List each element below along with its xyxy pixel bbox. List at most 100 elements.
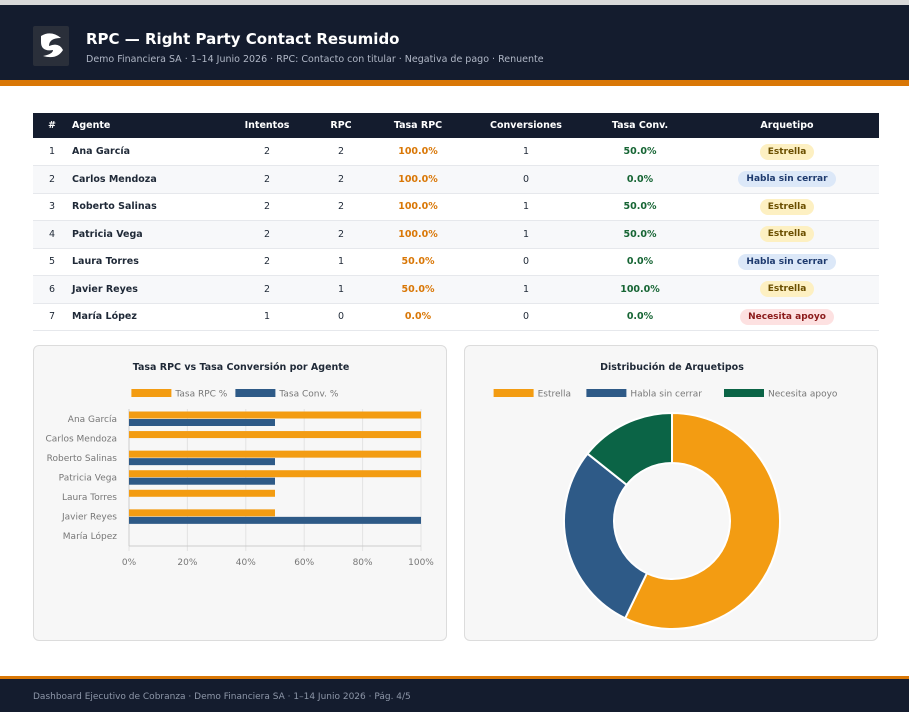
- column-header: Tasa RPC: [369, 113, 467, 138]
- table-cell: 2: [33, 165, 71, 194]
- table-cell: 2: [221, 193, 313, 221]
- column-header: Intentos: [221, 113, 313, 138]
- bar: [129, 470, 421, 478]
- table-cell: Habla sin cerrar: [695, 165, 879, 194]
- footer-text: Dashboard Ejecutivo de Cobranza · Demo F…: [33, 692, 411, 702]
- table-cell: 50.0%: [585, 138, 695, 166]
- archetype-badge: Estrella: [759, 143, 815, 160]
- table-cell: Ana García: [71, 138, 221, 166]
- table-cell: Necesita apoyo: [695, 303, 879, 331]
- legend-label: Habla sin cerrar: [630, 390, 702, 400]
- table-cell: 2: [221, 220, 313, 249]
- chart-title: Tasa RPC vs Tasa Conversión por Agente: [133, 362, 350, 373]
- table-cell: 2: [313, 193, 369, 221]
- bar-chart-card: Tasa RPC vs Tasa Conversión por Agente Ta…: [33, 345, 447, 641]
- bar: [129, 489, 275, 497]
- table-cell: 1: [33, 138, 71, 166]
- y-tick-label: Ana García: [68, 415, 117, 425]
- table-cell: 50.0%: [369, 248, 467, 276]
- table-cell: 50.0%: [369, 275, 467, 304]
- accent-stripe: [0, 80, 909, 86]
- archetype-badge: Habla sin cerrar: [738, 171, 836, 188]
- table-cell: Patricia Vega: [71, 220, 221, 249]
- table-cell: 3: [33, 193, 71, 221]
- header-title: RPC — Right Party Contact Resumido: [86, 30, 400, 48]
- logo: [33, 26, 69, 66]
- table-row: 7 María López 1 0 0.0% 0 0.0% Necesita apoyo: [33, 303, 879, 331]
- y-tick-label: Carlos Mendoza: [45, 434, 117, 444]
- column-header: Tasa Conv.: [585, 113, 695, 138]
- table-cell: Estrella: [695, 138, 879, 166]
- table-cell: 1: [313, 275, 369, 304]
- table-cell: 50.0%: [585, 193, 695, 221]
- table-cell: 50.0%: [585, 220, 695, 249]
- table-cell: Laura Torres: [71, 248, 221, 276]
- archetype-badge: Estrella: [759, 281, 815, 298]
- table-cell: 7: [33, 303, 71, 331]
- table-cell: 2: [313, 138, 369, 166]
- legend-label: Tasa Conv. %: [278, 390, 338, 400]
- table-row: 5 Laura Torres 2 1 50.0% 0 0.0% Habla sin cerra…: [33, 248, 879, 276]
- archetype-badge: Estrella: [759, 198, 815, 215]
- donut-chart: Distribución de Arquetipos Estrella Habla …: [493, 362, 838, 630]
- legend-label: Tasa RPC %: [174, 390, 227, 400]
- archetype-badge: Habla sin cerrar: [738, 253, 836, 270]
- column-header: #: [33, 113, 71, 138]
- bar: [129, 458, 275, 466]
- y-tick-label: Patricia Vega: [59, 474, 117, 484]
- table-cell: 1: [467, 220, 585, 249]
- x-tick-label: 60%: [294, 558, 314, 568]
- bar: [129, 431, 421, 439]
- logo-icon: [41, 33, 63, 58]
- table-cell: Roberto Salinas: [71, 193, 221, 221]
- donut-slice: [623, 411, 781, 630]
- table-cell: María López: [71, 303, 221, 331]
- table-cell: 1: [221, 303, 313, 331]
- x-tick-label: 80%: [353, 558, 373, 568]
- table-cell: 2: [313, 165, 369, 194]
- table-row: 6 Javier Reyes 2 1 50.0% 1 100.0% Estrella: [33, 275, 879, 304]
- table-cell: 1: [467, 138, 585, 166]
- legend-swatch: [235, 389, 276, 397]
- column-header: Arquetipo: [695, 113, 879, 138]
- x-tick-label: 100%: [408, 558, 434, 568]
- table-cell: 0: [313, 303, 369, 331]
- table-cell: 1: [467, 193, 585, 221]
- x-tick-label: 0%: [122, 558, 137, 568]
- footer: Dashboard Ejecutivo de Cobranza · Demo F…: [0, 676, 909, 712]
- table-cell: 2: [221, 165, 313, 194]
- table-cell: 4: [33, 220, 71, 249]
- chart-title: Distribución de Arquetipos: [600, 362, 744, 373]
- bar: [129, 516, 421, 524]
- table-row: 2 Carlos Mendoza 2 2 100.0% 0 0.0% Habla sin ce…: [33, 165, 879, 194]
- table-cell: 0: [467, 165, 585, 194]
- column-header: Conversiones: [467, 113, 585, 138]
- table-cell: 100.0%: [369, 220, 467, 249]
- archetype-badge: Estrella: [759, 226, 815, 243]
- column-header: RPC: [313, 113, 369, 138]
- table-row: 4 Patricia Vega 2 2 100.0% 1 50.0% Estrella: [33, 220, 879, 249]
- legend-label: Estrella: [538, 390, 571, 400]
- bar: [129, 411, 421, 419]
- legend-swatch: [586, 389, 627, 397]
- table-cell: 6: [33, 275, 71, 304]
- x-tick-label: 40%: [236, 558, 256, 568]
- bar: [129, 477, 275, 485]
- table-cell: 0.0%: [585, 165, 695, 194]
- y-tick-label: Roberto Salinas: [47, 454, 118, 464]
- table-cell: 0: [467, 303, 585, 331]
- table-cell: Javier Reyes: [71, 275, 221, 304]
- bar-chart: Tasa RPC vs Tasa Conversión por Agente Ta…: [45, 362, 434, 568]
- x-tick-label: 20%: [177, 558, 197, 568]
- table-cell: 0: [467, 248, 585, 276]
- y-tick-label: Javier Reyes: [61, 513, 117, 523]
- table-cell: Habla sin cerrar: [695, 248, 879, 276]
- table-cell: Estrella: [695, 220, 879, 249]
- table-cell: Estrella: [695, 193, 879, 221]
- table-cell: 0.0%: [585, 248, 695, 276]
- bar: [129, 450, 421, 458]
- agent-table: # Agente Intentos RPC Tasa RPC Conversiones Ta…: [33, 113, 879, 331]
- donut-slice: [586, 411, 673, 487]
- table-cell: 2: [221, 248, 313, 276]
- table-cell: 2: [221, 275, 313, 304]
